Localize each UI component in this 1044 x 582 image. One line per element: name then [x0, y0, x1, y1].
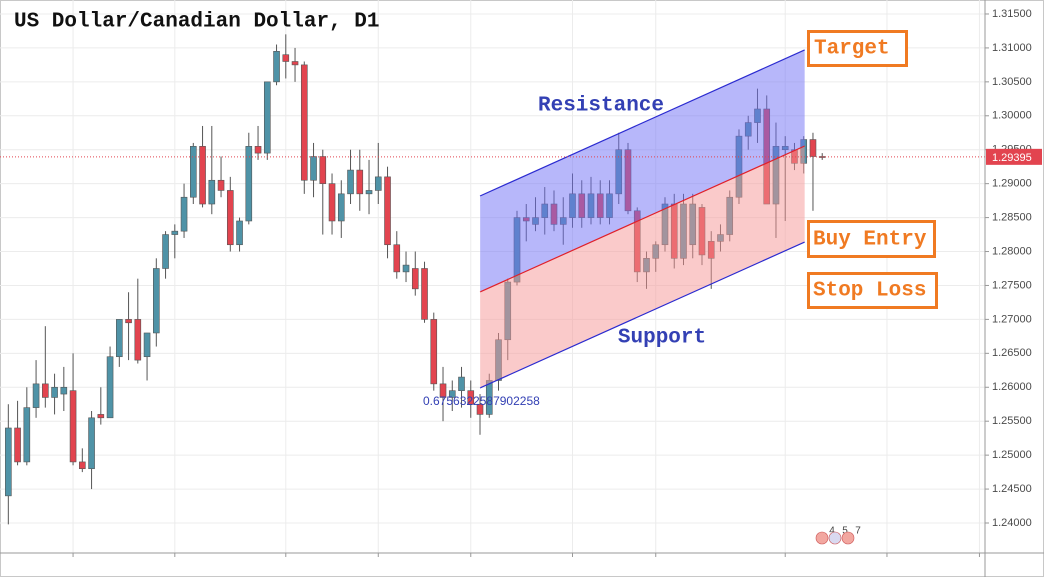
candle-body — [51, 386, 58, 398]
channel-line — [479, 241, 805, 389]
buy-entry-box — [807, 220, 936, 258]
annotations: US Dollar/Canadian Dollar, D1 Resistance… — [14, 11, 938, 408]
y-tick-label: 1.26000 — [992, 381, 1032, 393]
candle-body — [116, 319, 123, 358]
candle-body — [476, 403, 484, 415]
y-tick-label: 1.27000 — [992, 313, 1032, 325]
y-tick-label: 1.25000 — [992, 449, 1032, 461]
candle-body — [180, 196, 188, 232]
candle-body — [263, 81, 271, 154]
resistance-zone — [480, 49, 805, 292]
candle-body — [393, 244, 401, 273]
y-tick-label: 1.31000 — [992, 42, 1032, 54]
support-zone — [480, 145, 805, 388]
y-tick-label: 1.30500 — [992, 76, 1032, 88]
channel-line — [479, 145, 805, 293]
event-label: 7 — [855, 526, 861, 537]
buy-entry-label: Buy Entry — [813, 229, 927, 252]
y-tick-label: 1.26500 — [992, 347, 1032, 359]
candle-body — [236, 220, 243, 246]
candle-body — [365, 190, 373, 195]
candle-body — [97, 414, 105, 419]
candle-body — [300, 64, 308, 181]
candle-body — [153, 268, 160, 334]
target-box — [807, 30, 908, 67]
ratio-label: 0.6756322587902258 — [423, 394, 540, 408]
candle-body — [42, 383, 49, 398]
y-tick-label: 1.29000 — [992, 178, 1032, 190]
candle-body — [32, 383, 40, 408]
y-tick-label: 1.30000 — [992, 110, 1032, 122]
candle-body — [171, 230, 179, 235]
support-label: Support — [618, 327, 706, 350]
candle-body — [448, 390, 456, 398]
candle-body — [143, 332, 151, 358]
candle-body — [291, 61, 299, 66]
candle-body — [411, 268, 419, 290]
y-tick-label: 1.24500 — [992, 483, 1032, 495]
candle-body — [310, 156, 317, 181]
candle-body — [226, 190, 234, 246]
last-price-box — [986, 148, 1042, 165]
stop-loss-box — [807, 272, 938, 309]
channel-line — [479, 49, 805, 197]
candle-body — [328, 183, 336, 222]
candle-body — [88, 417, 95, 470]
candle-body — [245, 146, 253, 222]
y-tick-label: 1.28500 — [992, 211, 1032, 223]
candle-body — [125, 319, 132, 324]
stop-loss-label: Stop Loss — [813, 280, 926, 303]
candle-body — [190, 146, 197, 198]
y-tick-label: 1.27500 — [992, 279, 1032, 291]
candle-body — [162, 234, 169, 269]
candle-body — [458, 376, 465, 391]
candle-body — [5, 427, 12, 497]
y-tick-label: 1.24000 — [992, 517, 1032, 529]
candle-body — [60, 386, 68, 395]
candle-body — [282, 54, 290, 62]
candle-body — [106, 356, 114, 419]
last-price-label: 1.29395 — [992, 152, 1032, 164]
candle-body — [347, 169, 354, 195]
candle-body — [217, 179, 225, 191]
event-label: 4 — [829, 526, 835, 537]
candle-body — [356, 169, 364, 195]
candle-body — [439, 383, 447, 398]
candle-body — [319, 156, 327, 184]
chart-title: US Dollar/Canadian Dollar, D1 — [14, 11, 379, 34]
candle-body — [337, 193, 345, 222]
resistance-label: Resistance — [538, 95, 664, 118]
event-icon — [841, 531, 855, 545]
candle-body — [69, 390, 77, 463]
candle-body — [467, 390, 475, 405]
event-icon — [828, 531, 842, 545]
target-label: Target — [814, 38, 890, 61]
y-tick-label: 1.28000 — [992, 245, 1032, 257]
candle-body — [273, 51, 280, 83]
candle-body — [430, 319, 438, 385]
candle-body — [199, 146, 206, 205]
plot-area — [0, 34, 985, 525]
candle-body — [23, 407, 31, 463]
candle-body — [208, 179, 216, 205]
candle-body — [402, 264, 410, 273]
candle-body — [809, 139, 817, 157]
y-tick-label: 1.25500 — [992, 415, 1032, 427]
candle-body — [384, 176, 391, 246]
candle-body — [254, 146, 262, 154]
candle-body — [374, 176, 382, 191]
candle-body — [14, 427, 21, 463]
event-label: 5 — [842, 526, 848, 537]
candle-body — [134, 319, 142, 361]
y-tick-label: 1.31500 — [992, 8, 1032, 20]
event-icon — [815, 531, 829, 545]
candle-body — [79, 461, 86, 470]
candle-body — [421, 268, 428, 320]
